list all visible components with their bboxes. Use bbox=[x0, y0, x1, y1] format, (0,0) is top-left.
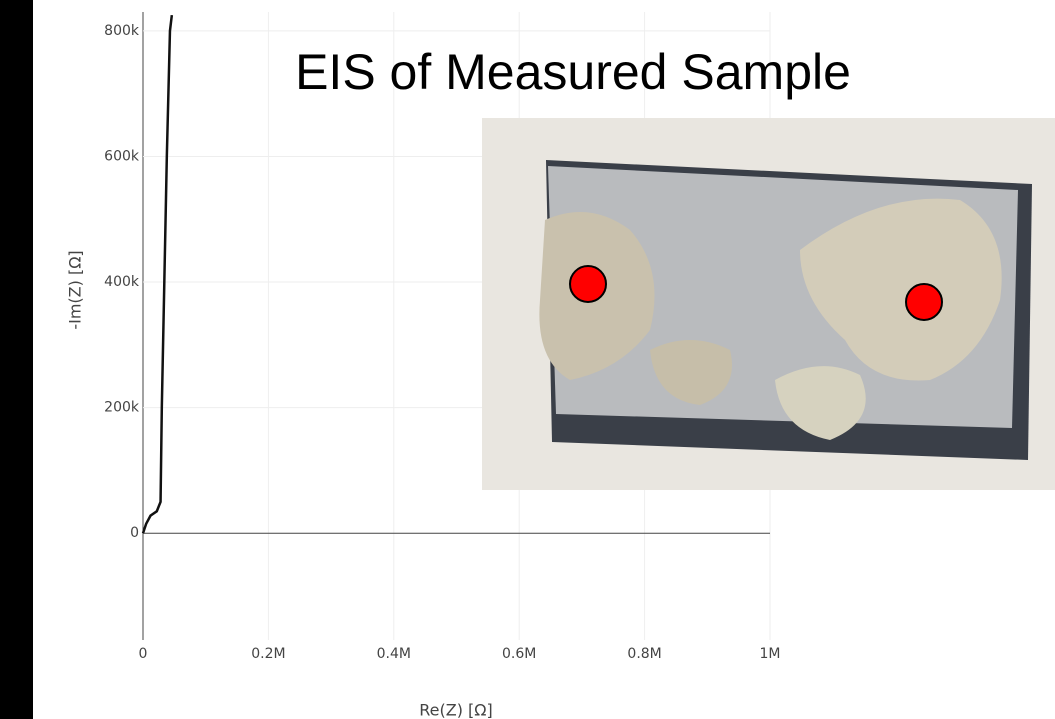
y-tick-label: 0 bbox=[130, 525, 139, 541]
sample-photo bbox=[482, 118, 1055, 490]
y-tick-label: 400k bbox=[104, 274, 140, 290]
x-tick-label: 0.2M bbox=[251, 646, 285, 662]
x-tick-label: 0 bbox=[139, 646, 148, 662]
slide: 0 0.2M 0.4M 0.6M 0.8M 1M 0 200k 400k 600k 800k Re(… bbox=[0, 0, 1055, 719]
y-tick-label: 200k bbox=[104, 400, 140, 416]
x-tick-label: 0.6M bbox=[502, 646, 536, 662]
contact-point bbox=[906, 284, 942, 320]
x-tick-label: 1M bbox=[760, 646, 781, 662]
y-tick-label: 800k bbox=[104, 23, 140, 39]
left-bar bbox=[0, 0, 33, 719]
y-axis-title: -Im(Z) [Ω] bbox=[66, 250, 85, 329]
contact-point bbox=[570, 266, 606, 302]
slide-title: EIS of Measured Sample bbox=[295, 44, 851, 100]
y-tick-label: 600k bbox=[104, 148, 140, 164]
x-tick-label: 0.4M bbox=[377, 646, 411, 662]
x-tick-label: 0.8M bbox=[627, 646, 661, 662]
x-axis-title: Re(Z) [Ω] bbox=[419, 701, 492, 719]
